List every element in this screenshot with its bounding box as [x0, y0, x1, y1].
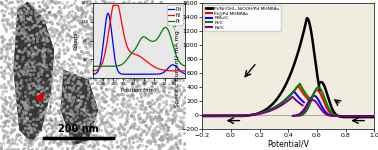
Pd: [135, 73, 140, 75]
X-axis label: Potential/V: Potential/V: [267, 140, 309, 148]
Ni: [141, 58, 145, 59]
X-axis label: Position (nm): Position (nm): [121, 88, 156, 93]
Pt: [135, 45, 139, 47]
Pd: [106, 12, 110, 14]
Pt: [141, 36, 145, 38]
Line: Pt: Pt: [93, 27, 185, 66]
Y-axis label: Specific Current/ mA mg⁻¹: Specific Current/ mA mg⁻¹: [174, 25, 180, 107]
Ni: [135, 54, 139, 56]
Pt: [183, 65, 187, 67]
Pt: [90, 65, 95, 67]
Ni: [166, 70, 171, 72]
Ni: [90, 70, 95, 72]
Line: Pd: Pd: [93, 13, 185, 74]
Ni: [181, 70, 186, 72]
Text: 200 nm: 200 nm: [58, 124, 99, 134]
Pd: [146, 73, 150, 75]
Ni: [135, 54, 139, 56]
Polygon shape: [14, 2, 54, 142]
Pd: [167, 66, 171, 68]
Pt: [163, 27, 168, 28]
Pd: [141, 73, 146, 75]
Pd: [183, 73, 187, 75]
Pd: [135, 73, 139, 75]
Ni: [146, 61, 150, 63]
Ni: [111, 4, 115, 6]
Pt: [166, 30, 171, 32]
Pt: [181, 64, 186, 66]
Polygon shape: [61, 70, 98, 145]
Pd: [90, 73, 95, 75]
Ni: [183, 70, 187, 72]
Pt: [134, 46, 139, 48]
Line: Ni: Ni: [93, 5, 185, 71]
Pd: [135, 73, 139, 75]
Legend: Pt/Ni(OH)₂-NiOOH/Pd MHNRAs, Pt@Pd MHNRAs, PtRu/C, Pt/C, Pd/C: Pt/Ni(OH)₂-NiOOH/Pd MHNRAs, Pt@Pd MHNRAs…: [204, 5, 280, 31]
Pd: [181, 72, 186, 74]
Legend: Pd, Ni, Pt: Pd, Ni, Pt: [167, 5, 183, 25]
Y-axis label: Counts: Counts: [74, 31, 79, 50]
Pt: [146, 38, 150, 40]
